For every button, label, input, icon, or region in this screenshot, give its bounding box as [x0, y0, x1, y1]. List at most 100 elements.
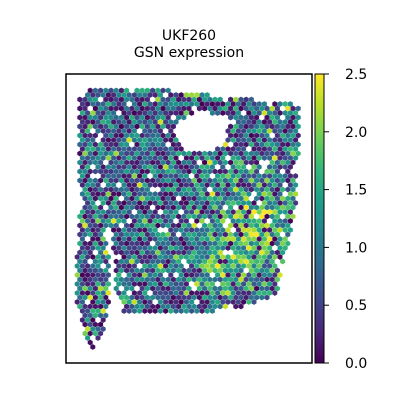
- data-point: [150, 141, 156, 148]
- data-point: [274, 285, 280, 292]
- data-point: [267, 272, 273, 278]
- data-point: [85, 326, 91, 332]
- data-point: [111, 209, 117, 215]
- data-point: [95, 119, 101, 125]
- data-point: [243, 249, 249, 256]
- data-point: [176, 141, 182, 148]
- data-point: [118, 267, 124, 274]
- data-point: [199, 281, 205, 287]
- data-point: [269, 231, 275, 238]
- data-point: [256, 245, 262, 251]
- data-point: [189, 236, 195, 242]
- data-point: [287, 227, 293, 233]
- data-point: [113, 132, 119, 139]
- data-point: [212, 240, 218, 247]
- data-point: [100, 92, 106, 98]
- data-point: [150, 105, 156, 112]
- data-point: [178, 182, 184, 188]
- data-point: [105, 272, 111, 278]
- data-point: [196, 204, 202, 211]
- data-point: [217, 186, 223, 193]
- data-point: [105, 164, 111, 170]
- data-point: [269, 204, 275, 211]
- data-point: [121, 218, 127, 224]
- data-point: [134, 177, 140, 184]
- data-point: [82, 303, 88, 310]
- data-point: [160, 105, 166, 112]
- data-point: [90, 245, 96, 251]
- data-point: [269, 141, 275, 148]
- data-point: [246, 119, 252, 125]
- data-point: [235, 290, 241, 296]
- data-point: [209, 299, 215, 305]
- data-point: [142, 155, 148, 161]
- data-point: [264, 141, 270, 148]
- data-point: [139, 222, 145, 229]
- data-point: [178, 200, 184, 206]
- data-point: [235, 299, 241, 305]
- data-point: [207, 276, 213, 283]
- data-point: [124, 204, 130, 211]
- data-point: [222, 159, 228, 166]
- data-point: [241, 146, 247, 152]
- data-point: [111, 146, 117, 152]
- data-point: [228, 294, 234, 301]
- data-point: [137, 308, 143, 314]
- data-point: [222, 267, 228, 274]
- data-point: [272, 173, 278, 179]
- data-point: [152, 137, 158, 143]
- data-point: [176, 222, 182, 229]
- data-point: [85, 128, 91, 134]
- data-point: [147, 281, 153, 287]
- data-point: [100, 155, 106, 161]
- data-point: [194, 200, 200, 206]
- data-point: [150, 249, 156, 256]
- data-point: [248, 114, 254, 121]
- data-point: [212, 105, 218, 112]
- data-point: [139, 213, 145, 220]
- data-point: [235, 173, 241, 179]
- data-point: [233, 285, 239, 292]
- data-point: [98, 141, 104, 148]
- data-point: [155, 213, 161, 220]
- data-point: [277, 155, 283, 161]
- data-point: [212, 249, 218, 256]
- data-point: [168, 119, 174, 125]
- data-point: [116, 272, 122, 278]
- data-point: [92, 96, 98, 103]
- data-point: [126, 209, 132, 215]
- data-point: [147, 299, 153, 305]
- data-point: [147, 110, 153, 116]
- data-point: [176, 285, 182, 292]
- data-point: [209, 164, 215, 170]
- data-point: [121, 101, 127, 107]
- data-point: [108, 114, 114, 121]
- data-point: [259, 123, 265, 130]
- data-point: [215, 245, 221, 251]
- data-point: [212, 186, 218, 193]
- data-point: [246, 101, 252, 107]
- data-point: [129, 285, 135, 292]
- data-point: [139, 267, 145, 274]
- data-point: [98, 195, 104, 202]
- data-point: [295, 123, 301, 130]
- data-point: [254, 195, 260, 202]
- data-point: [277, 110, 283, 116]
- data-point: [116, 101, 122, 107]
- data-point: [155, 204, 161, 211]
- data-point: [267, 245, 273, 251]
- data-point: [248, 213, 254, 220]
- data-point: [118, 294, 124, 301]
- data-point: [116, 155, 122, 161]
- data-point: [199, 218, 205, 224]
- data-point: [186, 249, 192, 256]
- data-point: [254, 231, 260, 238]
- data-point: [147, 245, 153, 251]
- data-point: [285, 240, 291, 247]
- data-point: [113, 150, 119, 157]
- data-point: [290, 159, 296, 166]
- data-point: [277, 164, 283, 170]
- data-point: [295, 141, 301, 148]
- data-point: [241, 254, 247, 260]
- data-point: [118, 105, 124, 112]
